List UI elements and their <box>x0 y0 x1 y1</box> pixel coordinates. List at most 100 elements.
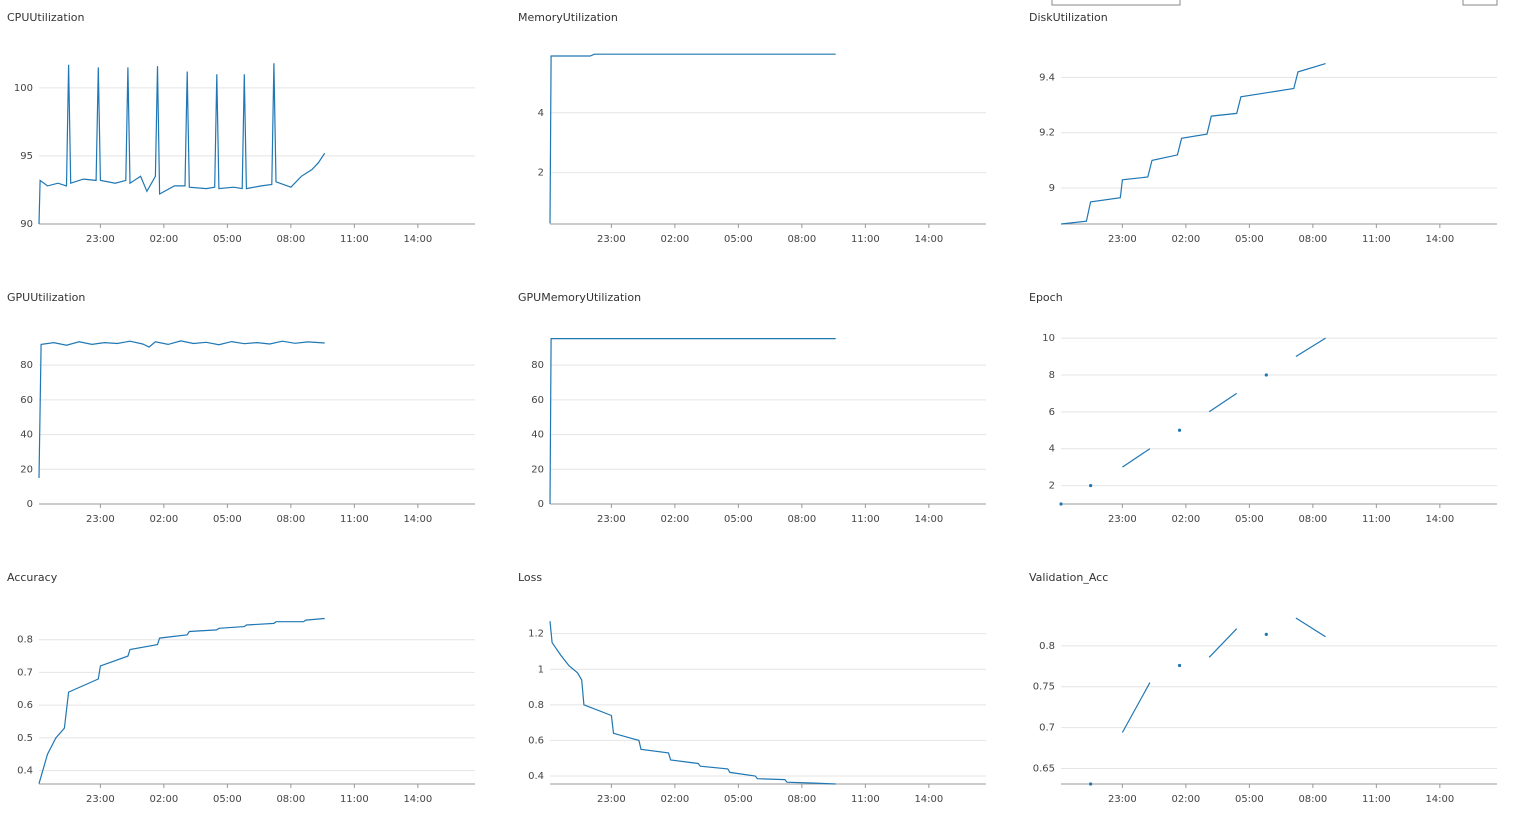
x-tick-label: 02:00 <box>149 514 178 525</box>
x-tick-label: 08:00 <box>276 514 305 525</box>
x-tick-label: 05:00 <box>724 514 753 525</box>
x-tick-label: 05:00 <box>724 794 753 805</box>
x-tick-label: 05:00 <box>1235 234 1264 245</box>
x-tick-label: 11:00 <box>1362 514 1391 525</box>
x-tick-label: 11:00 <box>851 794 880 805</box>
y-tick-label: 0.75 <box>1033 682 1055 693</box>
y-tick-label: 0.7 <box>1039 723 1055 734</box>
y-tick-label: 60 <box>531 395 544 406</box>
y-tick-label: 0.8 <box>17 635 33 646</box>
y-tick-label: 100 <box>14 83 33 94</box>
y-tick-label: 0.8 <box>528 700 544 711</box>
x-tick-label: 11:00 <box>340 514 369 525</box>
data-line <box>549 621 836 785</box>
cropped-control[interactable] <box>1051 0 1181 6</box>
x-tick-label: 14:00 <box>914 514 943 525</box>
y-tick-label: 0.5 <box>17 733 33 744</box>
x-tick-label: 08:00 <box>787 234 816 245</box>
y-tick-label: 0.4 <box>17 766 33 777</box>
x-tick-label: 08:00 <box>787 794 816 805</box>
data-point <box>1089 483 1093 488</box>
x-tick-label: 02:00 <box>1171 234 1200 245</box>
chart-title: Loss <box>518 571 542 584</box>
x-tick-label: 14:00 <box>914 234 943 245</box>
x-tick-label: 02:00 <box>660 234 689 245</box>
y-tick-label: 0.65 <box>1033 763 1055 774</box>
chart-title: Accuracy <box>7 571 58 584</box>
y-tick-label: 0.8 <box>1039 641 1055 652</box>
x-tick-label: 11:00 <box>1362 234 1391 245</box>
y-tick-label: 80 <box>531 360 544 371</box>
x-tick-label: 14:00 <box>403 514 432 525</box>
x-tick-label: 05:00 <box>1235 794 1264 805</box>
data-line <box>1121 682 1151 733</box>
x-tick-label: 02:00 <box>149 234 178 245</box>
x-tick-label: 08:00 <box>787 514 816 525</box>
x-tick-label: 02:00 <box>149 794 178 805</box>
y-tick-label: 80 <box>20 360 33 371</box>
x-tick-label: 08:00 <box>1298 514 1327 525</box>
chart-title: MemoryUtilization <box>518 11 618 24</box>
x-tick-label: 02:00 <box>660 794 689 805</box>
chart-title: GPUUtilization <box>7 291 85 304</box>
x-tick-label: 11:00 <box>340 234 369 245</box>
data-point <box>1089 782 1093 786</box>
x-tick-label: 14:00 <box>914 794 943 805</box>
chart-title: GPUMemoryUtilization <box>518 291 641 304</box>
y-tick-label: 0.4 <box>528 771 544 782</box>
cropped-button[interactable] <box>1462 0 1498 6</box>
y-tick-label: 9.4 <box>1039 72 1055 83</box>
y-tick-label: 90 <box>20 219 33 230</box>
x-tick-label: 14:00 <box>1425 514 1454 525</box>
y-tick-label: 1 <box>538 664 544 675</box>
y-tick-label: 0 <box>538 499 544 510</box>
x-tick-label: 14:00 <box>1425 234 1454 245</box>
y-tick-label: 0 <box>27 499 33 510</box>
x-tick-label: 05:00 <box>213 514 242 525</box>
x-tick-label: 02:00 <box>660 514 689 525</box>
y-tick-label: 95 <box>20 151 33 162</box>
y-tick-label: 2 <box>1049 481 1055 492</box>
x-tick-label: 23:00 <box>86 514 115 525</box>
x-tick-label: 23:00 <box>86 234 115 245</box>
data-line <box>1208 392 1238 413</box>
x-tick-label: 23:00 <box>1108 234 1137 245</box>
y-tick-label: 4 <box>538 108 544 119</box>
x-tick-label: 11:00 <box>851 234 880 245</box>
x-tick-label: 11:00 <box>340 794 369 805</box>
x-tick-label: 14:00 <box>403 794 432 805</box>
y-tick-label: 1.2 <box>528 629 544 640</box>
y-tick-label: 4 <box>1049 444 1055 455</box>
chart-title: Validation_Acc <box>1029 571 1108 584</box>
x-tick-label: 23:00 <box>597 794 626 805</box>
y-tick-label: 40 <box>531 430 544 441</box>
x-tick-label: 23:00 <box>597 514 626 525</box>
chart-title: Epoch <box>1029 291 1063 304</box>
x-tick-label: 14:00 <box>403 234 432 245</box>
y-tick-label: 10 <box>1042 333 1055 344</box>
y-tick-label: 0.7 <box>17 667 33 678</box>
data-line <box>38 617 325 784</box>
data-line <box>1060 63 1326 225</box>
x-tick-label: 02:00 <box>1171 514 1200 525</box>
data-line <box>1122 448 1151 468</box>
x-tick-label: 05:00 <box>1235 514 1264 525</box>
data-line <box>38 340 325 479</box>
y-tick-label: 9 <box>1049 183 1055 194</box>
x-tick-label: 08:00 <box>276 234 305 245</box>
y-tick-label: 6 <box>1049 407 1055 418</box>
x-tick-label: 08:00 <box>276 794 305 805</box>
chart-title: CPUUtilization <box>7 11 85 24</box>
data-point <box>1264 632 1268 636</box>
data-point <box>1059 502 1063 506</box>
data-line <box>1295 337 1326 358</box>
y-tick-label: 8 <box>1049 370 1055 381</box>
x-tick-label: 11:00 <box>851 514 880 525</box>
x-tick-label: 23:00 <box>1108 514 1137 525</box>
y-tick-label: 20 <box>20 464 33 475</box>
y-tick-label: 40 <box>20 430 33 441</box>
x-tick-label: 08:00 <box>1298 234 1327 245</box>
x-tick-label: 05:00 <box>213 794 242 805</box>
